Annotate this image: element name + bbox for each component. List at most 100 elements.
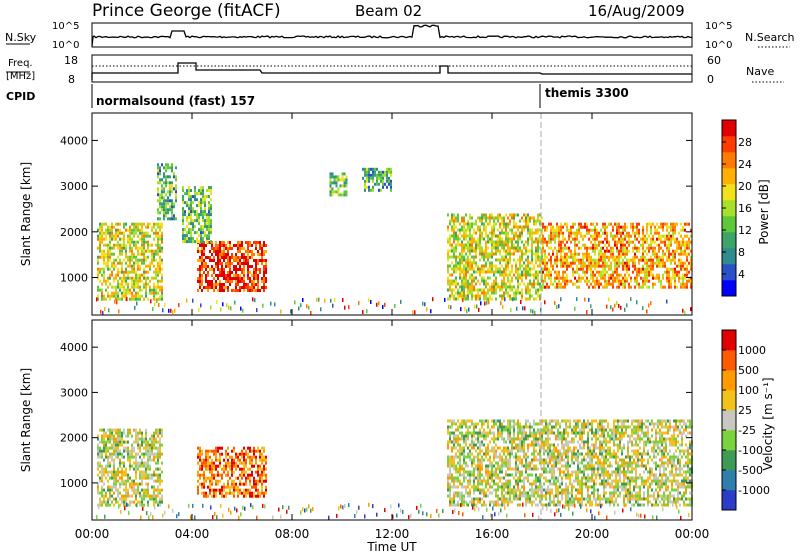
- echo-cell: [662, 222, 664, 226]
- echo-cell: [632, 225, 634, 229]
- echo-cell: [566, 279, 568, 283]
- echo-cell: [550, 225, 552, 229]
- echo-cell: [147, 467, 149, 471]
- echo-cell: [117, 282, 119, 286]
- echo-cell: [241, 280, 243, 283]
- echo-cell: [507, 243, 509, 247]
- echo-cell: [674, 273, 676, 277]
- echo-cell: [101, 231, 103, 235]
- echo-cell: [674, 252, 676, 256]
- echo-cell: [596, 222, 598, 226]
- echo-cell: [245, 259, 247, 262]
- echo-cell: [115, 291, 117, 295]
- echo-cell: [495, 279, 497, 283]
- echo-cell: [135, 276, 137, 280]
- echo-cell: [235, 265, 237, 268]
- echo-cell: [473, 246, 475, 250]
- echo-cell: [574, 237, 576, 241]
- echo-cell: [469, 267, 471, 271]
- echo-cell: [143, 446, 145, 450]
- nave-label: Nave: [746, 65, 774, 78]
- echo-cell: [386, 185, 388, 189]
- echo-cell: [654, 282, 656, 286]
- echo-cell: [552, 252, 554, 256]
- echo-cell: [489, 464, 491, 468]
- echo-cell: [507, 231, 509, 235]
- echo-cell: [531, 258, 533, 262]
- echo-cell: [157, 297, 159, 301]
- ground-scatter-cell: [156, 299, 158, 303]
- ground-scatter-cell: [534, 310, 536, 315]
- echo-cell: [107, 267, 109, 271]
- echo-cell: [135, 291, 137, 295]
- echo-cell: [105, 455, 107, 459]
- echo-cell: [497, 428, 499, 432]
- echo-cell: [135, 494, 137, 498]
- echo-cell: [527, 297, 529, 301]
- echo-cell: [624, 273, 626, 277]
- echo-cell: [155, 488, 157, 492]
- echo-cell: [153, 276, 155, 280]
- echo-cell: [495, 240, 497, 244]
- echo-cell: [374, 173, 376, 177]
- echo-cell: [135, 458, 137, 462]
- echo-cell: [125, 440, 127, 444]
- echo-cell: [107, 285, 109, 289]
- echo-cell: [161, 276, 163, 280]
- echo-cell: [192, 207, 194, 211]
- echo-cell: [105, 449, 107, 453]
- echo-cell: [525, 225, 527, 229]
- echo-cell: [263, 268, 265, 271]
- echo-cell: [546, 282, 548, 286]
- echo-cell: [147, 264, 149, 268]
- echo-cell: [491, 231, 493, 235]
- echo-cell: [548, 285, 550, 289]
- echo-cell: [451, 449, 453, 453]
- echo-cell: [552, 282, 554, 286]
- echo-cell: [265, 473, 267, 477]
- echo-cell: [477, 288, 479, 292]
- echo-cell: [463, 467, 465, 471]
- echo-cell: [107, 470, 109, 474]
- echo-cell: [125, 473, 127, 477]
- echo-cell: [131, 240, 133, 244]
- echo-cell: [686, 240, 688, 244]
- echo-cell: [481, 419, 483, 423]
- echo-cell: [213, 494, 215, 498]
- echo-cell: [261, 467, 263, 471]
- echo-cell: [517, 237, 519, 241]
- echo-cell: [345, 193, 348, 197]
- echo-cell: [213, 259, 215, 262]
- echo-cell: [169, 166, 171, 170]
- echo-cell: [578, 279, 580, 283]
- echo-cell: [463, 246, 465, 250]
- echo-cell: [622, 276, 624, 280]
- echo-cell: [210, 207, 212, 211]
- ground-scatter-cell: [522, 306, 524, 311]
- echo-cell: [135, 228, 137, 232]
- echo-cell: [208, 216, 210, 220]
- echo-cell: [471, 279, 473, 283]
- echo-cell: [642, 252, 644, 256]
- echo-cell: [131, 228, 133, 232]
- echo-cell: [159, 449, 161, 453]
- echo-cell: [451, 216, 453, 220]
- echo-cell: [668, 282, 670, 286]
- echo-cell: [503, 225, 505, 229]
- echo-cell: [501, 467, 503, 471]
- echo-cell: [161, 205, 163, 209]
- echo-cell: [447, 440, 449, 444]
- echo-cell: [465, 476, 467, 480]
- echo-cell: [509, 288, 511, 292]
- echo-cell: [99, 255, 101, 259]
- echo-cell: [167, 199, 169, 203]
- echo-cell: [127, 476, 129, 480]
- echo-cell: [221, 467, 223, 471]
- echo-cell: [201, 452, 203, 456]
- echo-cell: [473, 479, 475, 483]
- echo-cell: [469, 282, 471, 286]
- echo-cell: [626, 231, 628, 235]
- echo-cell: [219, 458, 221, 462]
- echo-cell: [245, 494, 247, 498]
- echo-cell: [507, 264, 509, 268]
